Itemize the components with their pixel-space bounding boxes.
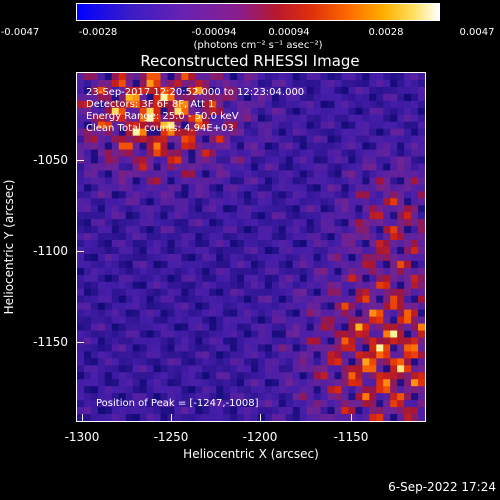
y-tick-label: -1100 — [33, 244, 68, 258]
colorbar-tick-label: -0.0028 — [78, 27, 118, 38]
time-range-text: 23-Sep-2017 12:20:52.000 to 12:23:04.000 — [86, 87, 305, 98]
y-tick-mark — [76, 251, 84, 252]
plot-title: Reconstructed RHESSI Image — [140, 52, 360, 70]
timestamp-footer: 6-Sep-2022 17:24 — [388, 480, 496, 494]
rhessi-image — [77, 73, 425, 421]
x-tick-mark — [171, 414, 172, 422]
x-tick-mark — [260, 414, 261, 422]
colorbar-tick-label: -0.0047 — [0, 27, 40, 38]
x-tick-mark — [82, 414, 83, 422]
clean-counts-text: Clean Total counts: 4.94E+03 — [86, 123, 234, 134]
x-tick-label: -1200 — [242, 430, 278, 444]
y-tick-mark — [76, 160, 84, 161]
y-tick-mark — [76, 342, 84, 343]
y-axis-label: Heliocentric Y (arcsec) — [2, 179, 16, 315]
colorbar-tick-label: -0.00094 — [191, 27, 237, 38]
colorbar-tick-label: 0.00094 — [268, 27, 310, 38]
x-tick-label: -1250 — [153, 430, 189, 444]
energy-range-text: Energy Range: 25.0 - 50.0 keV — [86, 111, 239, 122]
x-tick-label: -1300 — [64, 430, 100, 444]
colorbar-tick-label: 0.0047 — [459, 27, 495, 38]
y-tick-label: -1150 — [33, 335, 68, 349]
colorbar-tick-label: 0.0028 — [368, 27, 404, 38]
detectors-text: Detectors: 3F 6F 8F, Att 1 — [86, 99, 215, 110]
x-tick-mark — [351, 414, 352, 422]
image-plot: 23-Sep-2017 12:20:52.000 to 12:23:04.000… — [76, 72, 426, 422]
peak-position-text: Position of Peak = [-1247,-1008] — [96, 398, 259, 409]
x-tick-label: -1150 — [333, 430, 369, 444]
colorbar — [76, 3, 440, 21]
x-axis-label: Heliocentric X (arcsec) — [183, 447, 319, 461]
colorbar-units-label: (photons cm⁻² s⁻¹ asec⁻²) — [193, 40, 323, 51]
y-tick-label: -1050 — [33, 153, 68, 167]
